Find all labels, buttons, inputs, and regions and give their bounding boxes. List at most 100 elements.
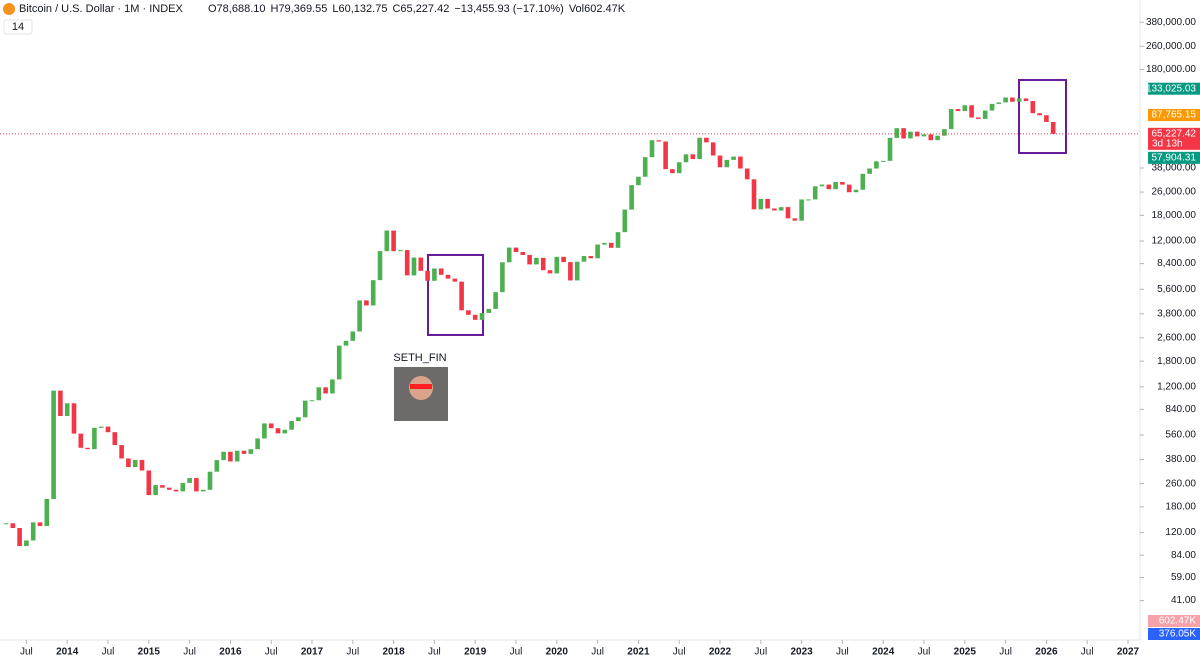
candle xyxy=(588,256,594,259)
candle xyxy=(527,254,532,265)
candle xyxy=(146,470,152,496)
candle xyxy=(547,270,553,274)
candle xyxy=(506,247,512,263)
candle xyxy=(758,198,764,210)
candle xyxy=(425,270,430,281)
candle xyxy=(166,487,172,490)
candle xyxy=(846,184,852,193)
candle xyxy=(309,400,315,402)
x-tick-label: Jul xyxy=(591,647,604,658)
candle xyxy=(357,300,362,332)
ohlc-value: C65,227.42 xyxy=(392,3,449,15)
candle xyxy=(969,105,974,118)
symbol-title: Bitcoin / U.S. Dollar · 1M · INDEX xyxy=(19,3,183,15)
candle xyxy=(636,176,641,186)
candle xyxy=(683,154,689,163)
x-tick-label: 2018 xyxy=(382,647,405,658)
candle xyxy=(676,162,682,174)
y-tick-label: 380.00 xyxy=(1165,454,1196,465)
x-tick-label: 2021 xyxy=(627,647,650,658)
candle xyxy=(690,154,696,160)
price-tag-label: 133,025.03 xyxy=(1146,83,1196,94)
candle xyxy=(1010,97,1015,102)
candle xyxy=(459,281,464,311)
y-tick-label: 84.00 xyxy=(1171,550,1196,561)
interval-label[interactable]: 14 xyxy=(12,21,24,33)
candle xyxy=(595,244,600,259)
x-tick-label: Jul xyxy=(510,647,523,658)
candle xyxy=(221,451,226,461)
price-tag-sub: 3d 13h xyxy=(1152,138,1183,149)
price-tag xyxy=(1148,109,1200,122)
candle xyxy=(976,117,981,119)
candle xyxy=(187,478,192,483)
candle xyxy=(1050,121,1056,134)
x-tick-label: 2020 xyxy=(546,647,569,658)
candle xyxy=(17,528,22,547)
x-tick-label: Jul xyxy=(183,647,196,658)
candle xyxy=(921,134,927,137)
candle xyxy=(867,168,872,174)
volume-tag xyxy=(1148,628,1200,640)
candle xyxy=(262,423,267,439)
candle xyxy=(132,459,138,468)
candle xyxy=(58,390,63,416)
x-tick-label: 2025 xyxy=(954,647,977,658)
candle xyxy=(316,387,322,401)
candle xyxy=(717,155,723,168)
y-tick-label: 1,800.00 xyxy=(1157,356,1196,367)
volume-tag xyxy=(1148,615,1200,627)
price-tag-label: 87,765.15 xyxy=(1152,110,1197,121)
candle xyxy=(404,250,410,276)
candle xyxy=(228,451,233,462)
price-tag-label: 65,227.42 xyxy=(1152,128,1197,139)
candle xyxy=(370,280,376,306)
x-tick-label: Jul xyxy=(265,647,278,658)
candle xyxy=(765,198,770,209)
y-tick-label: 840.00 xyxy=(1165,404,1196,415)
candle xyxy=(955,109,961,112)
candle xyxy=(799,199,804,221)
candle xyxy=(207,471,213,490)
candle xyxy=(581,256,587,262)
y-tick-label: 180.00 xyxy=(1165,502,1196,513)
candle xyxy=(343,340,349,346)
y-tick-label: 8,400.00 xyxy=(1157,258,1196,269)
candle xyxy=(1003,97,1008,103)
candle xyxy=(105,426,111,433)
candle xyxy=(466,310,471,315)
y-tick-label: 1,200.00 xyxy=(1157,381,1196,392)
interval-box[interactable] xyxy=(3,19,33,35)
x-tick-label: 2024 xyxy=(872,647,895,658)
candle xyxy=(330,379,335,394)
candle xyxy=(445,274,451,279)
candle xyxy=(71,403,77,434)
ohlc-value: H79,369.55 xyxy=(271,3,328,15)
candle xyxy=(153,485,158,496)
candle xyxy=(840,182,845,185)
candle xyxy=(391,230,396,252)
y-tick-label: 560.00 xyxy=(1165,430,1196,441)
x-tick-label: 2022 xyxy=(709,647,732,658)
candle xyxy=(438,268,444,275)
candle xyxy=(935,135,940,141)
candle xyxy=(731,156,736,160)
ohlc-value: L60,132.75 xyxy=(332,3,387,15)
candle xyxy=(751,179,757,210)
candle xyxy=(513,247,519,253)
candle xyxy=(948,109,954,130)
candle xyxy=(738,156,743,169)
y-tick-label: 380,000.00 xyxy=(1146,17,1196,28)
x-tick-label: 2023 xyxy=(790,647,813,658)
candle xyxy=(51,390,56,499)
candle xyxy=(928,134,934,141)
candle xyxy=(432,268,437,281)
x-tick-label: 2027 xyxy=(1117,647,1140,658)
x-tick-label: Jul xyxy=(754,647,767,658)
candle xyxy=(697,137,702,160)
candle xyxy=(1037,113,1042,116)
x-tick-label: Jul xyxy=(428,647,441,658)
y-tick-label: 18,000.00 xyxy=(1152,210,1197,221)
